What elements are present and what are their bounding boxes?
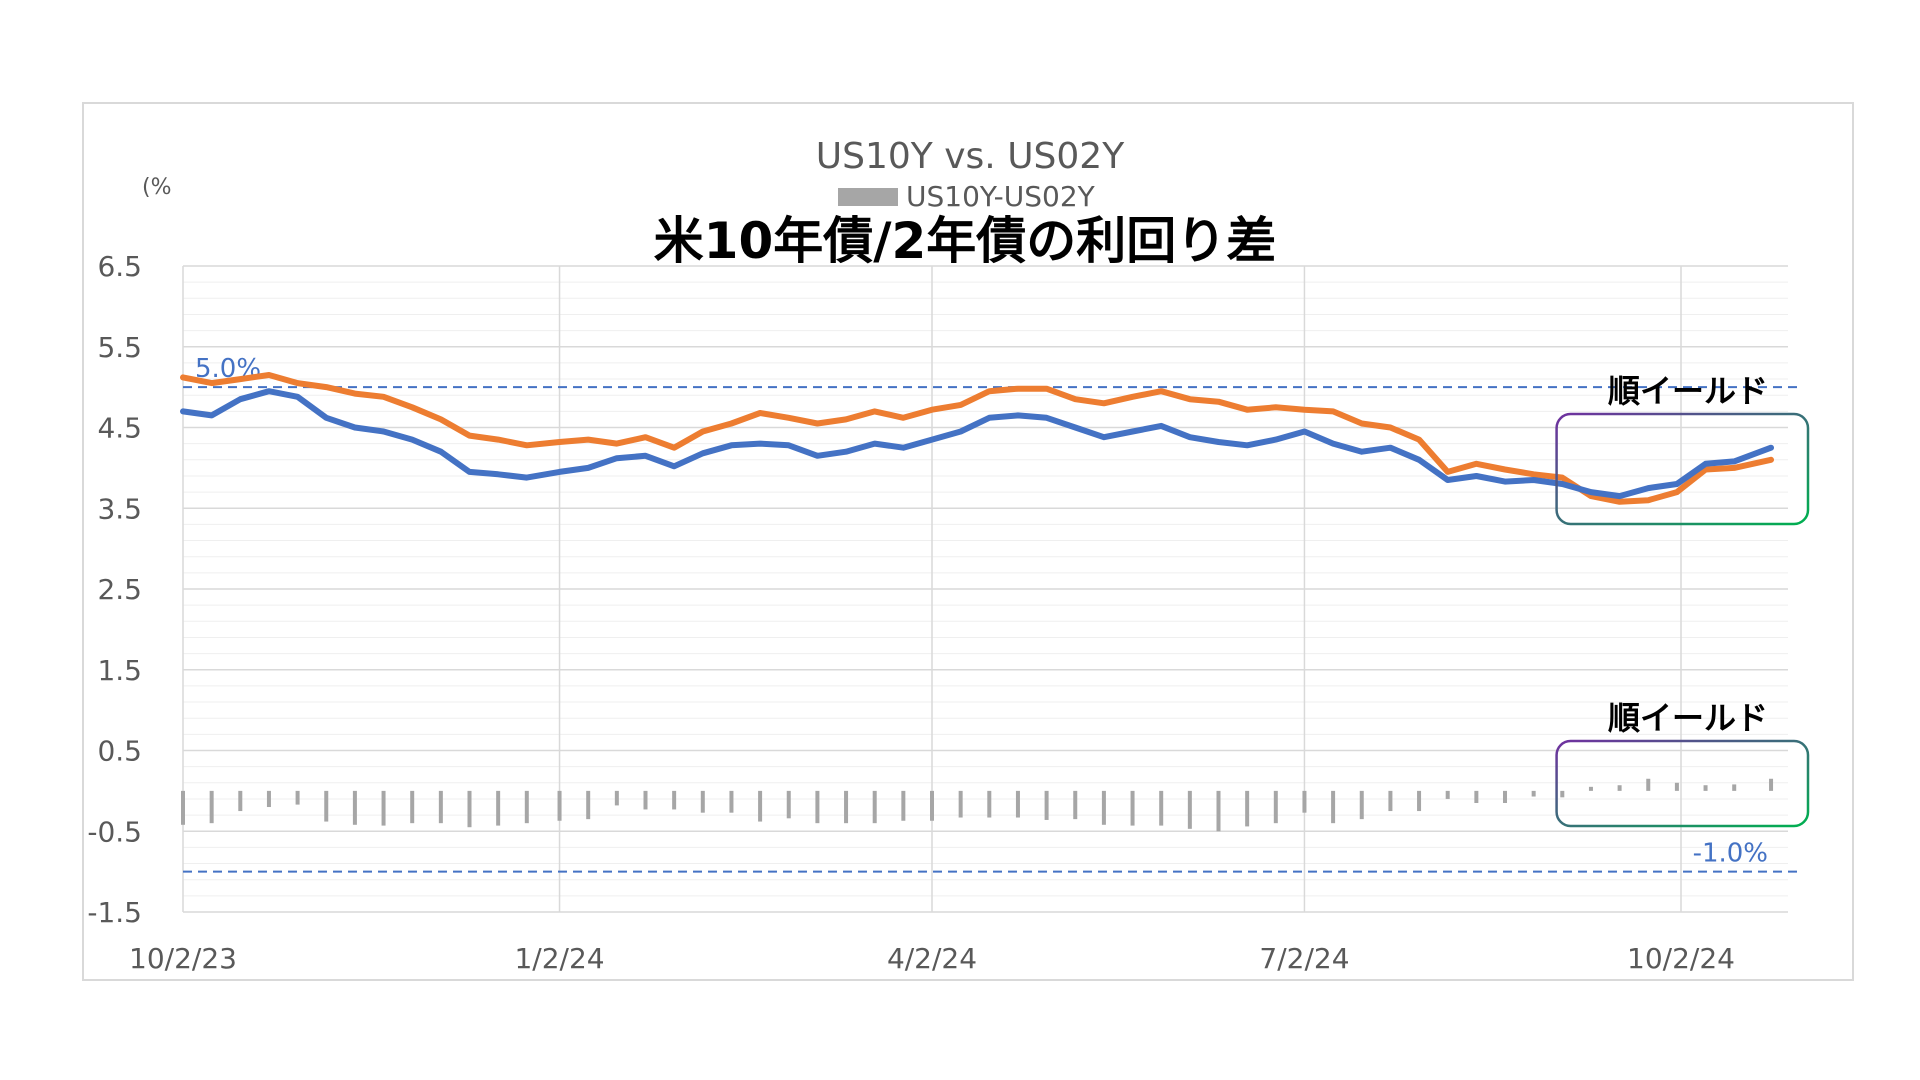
x-tick-label: 7/2/24: [1259, 942, 1349, 975]
spread-bar: [758, 790, 763, 822]
x-tick-label: 1/2/24: [514, 942, 604, 975]
spread-bar: [381, 790, 386, 826]
series-line-us10y: [180, 388, 1774, 500]
spread-bar: [1015, 790, 1020, 818]
x-tick-label: 10/2/23: [129, 942, 237, 975]
spread-bar: [958, 790, 963, 818]
annotation-lower: 順イールド: [1608, 699, 1768, 737]
spread-bar: [1674, 782, 1679, 791]
spread-bar: [1245, 790, 1250, 827]
spread-bar: [1302, 790, 1307, 813]
spread-bar: [496, 790, 501, 826]
legend-swatch-spread: [838, 188, 898, 206]
spread-bar: [930, 790, 934, 821]
spread-bar: [524, 790, 529, 824]
spread-bar: [557, 790, 562, 821]
spread-bar: [1216, 790, 1221, 832]
spread-bar: [438, 790, 443, 824]
y-tick-label: -1.5: [87, 896, 142, 929]
y-tick-label: -0.5: [87, 815, 142, 848]
spread-bars: [181, 778, 1774, 832]
series-lines: [180, 372, 1774, 505]
spread-bar: [1531, 790, 1536, 797]
spread-bar: [729, 790, 734, 813]
spread-bar: [643, 790, 648, 810]
spread-bar: [1732, 784, 1737, 791]
spread-bar: [614, 790, 619, 806]
spread-bar: [295, 790, 300, 805]
y-tick-label: 0.5: [97, 735, 142, 768]
spread-bar: [872, 790, 877, 824]
spread-bar: [266, 790, 271, 808]
spread-bar: [1073, 790, 1078, 820]
spread-bar: [1101, 790, 1106, 825]
spread-bar: [410, 790, 415, 824]
y-axis-unit-label: (%: [142, 175, 172, 200]
overlay-title: 米10年債/2年債の利回り差: [654, 212, 1277, 270]
y-tick-label: 2.5: [97, 573, 142, 606]
spread-bar: [1588, 786, 1593, 791]
spread-bar: [181, 790, 185, 825]
spread-bar: [467, 790, 472, 828]
spread-bar: [1273, 790, 1278, 824]
spread-bar: [586, 790, 591, 820]
spread-bar: [1617, 785, 1622, 791]
spread-bar: [844, 790, 849, 824]
chart-frame: [82, 102, 1854, 981]
spread-bar: [1474, 790, 1479, 803]
y-axis-tick-labels: 6.5 5.5 4.5 3.5 2.5 1.5 0.5 -0.5 -1.5: [87, 250, 142, 929]
highlight-box-lower: [1555, 739, 1810, 828]
y-tick-label: 5.5: [97, 331, 142, 364]
spread-bar: [1445, 790, 1450, 799]
spread-bar: [324, 790, 329, 822]
spread-bar: [1044, 790, 1049, 820]
spread-bar: [987, 790, 992, 818]
reference-line-label: -1.0%: [1693, 839, 1768, 869]
x-tick-label: 10/2/24: [1627, 942, 1735, 975]
minor-gridlines: [183, 265, 1788, 913]
spread-bar: [209, 790, 214, 824]
spread-bar: [238, 790, 243, 812]
spread-bar: [815, 790, 820, 824]
y-tick-label: 3.5: [97, 492, 142, 525]
spread-bar: [1560, 790, 1565, 798]
chart-title: US10Y vs. US02Y: [816, 136, 1125, 177]
spread-bar: [1159, 790, 1164, 826]
spread-bar: [786, 790, 791, 819]
spread-bar: [700, 790, 705, 813]
spread-bar: [1703, 785, 1708, 791]
y-tick-label: 1.5: [97, 654, 142, 687]
spread-bar: [1503, 790, 1508, 803]
x-axis-tick-labels: 10/2/23 1/2/24 4/2/24 7/2/24 10/2/24: [129, 942, 1735, 975]
spread-bar: [1130, 790, 1135, 826]
spread-bar: [901, 790, 906, 821]
x-tick-label: 4/2/24: [887, 942, 977, 975]
annotation-upper: 順イールド: [1608, 372, 1768, 410]
legend-label-spread: US10Y-US02Y: [906, 180, 1096, 213]
highlight-box-upper: [1555, 412, 1810, 526]
spread-bar: [1646, 778, 1651, 791]
spread-bar: [352, 790, 357, 825]
series-line-us02y: [180, 372, 1774, 505]
spread-bar: [1331, 790, 1336, 824]
y-tick-label: 6.5: [97, 250, 142, 283]
spread-bar: [1187, 790, 1192, 829]
spread-bar: [1769, 778, 1774, 791]
spread-bar: [1359, 790, 1364, 820]
highlight-boxes: [1555, 412, 1810, 828]
spread-bar: [1417, 790, 1422, 812]
spread-bar: [1388, 790, 1393, 812]
spread-bar: [672, 790, 677, 810]
y-tick-label: 4.5: [97, 412, 142, 445]
